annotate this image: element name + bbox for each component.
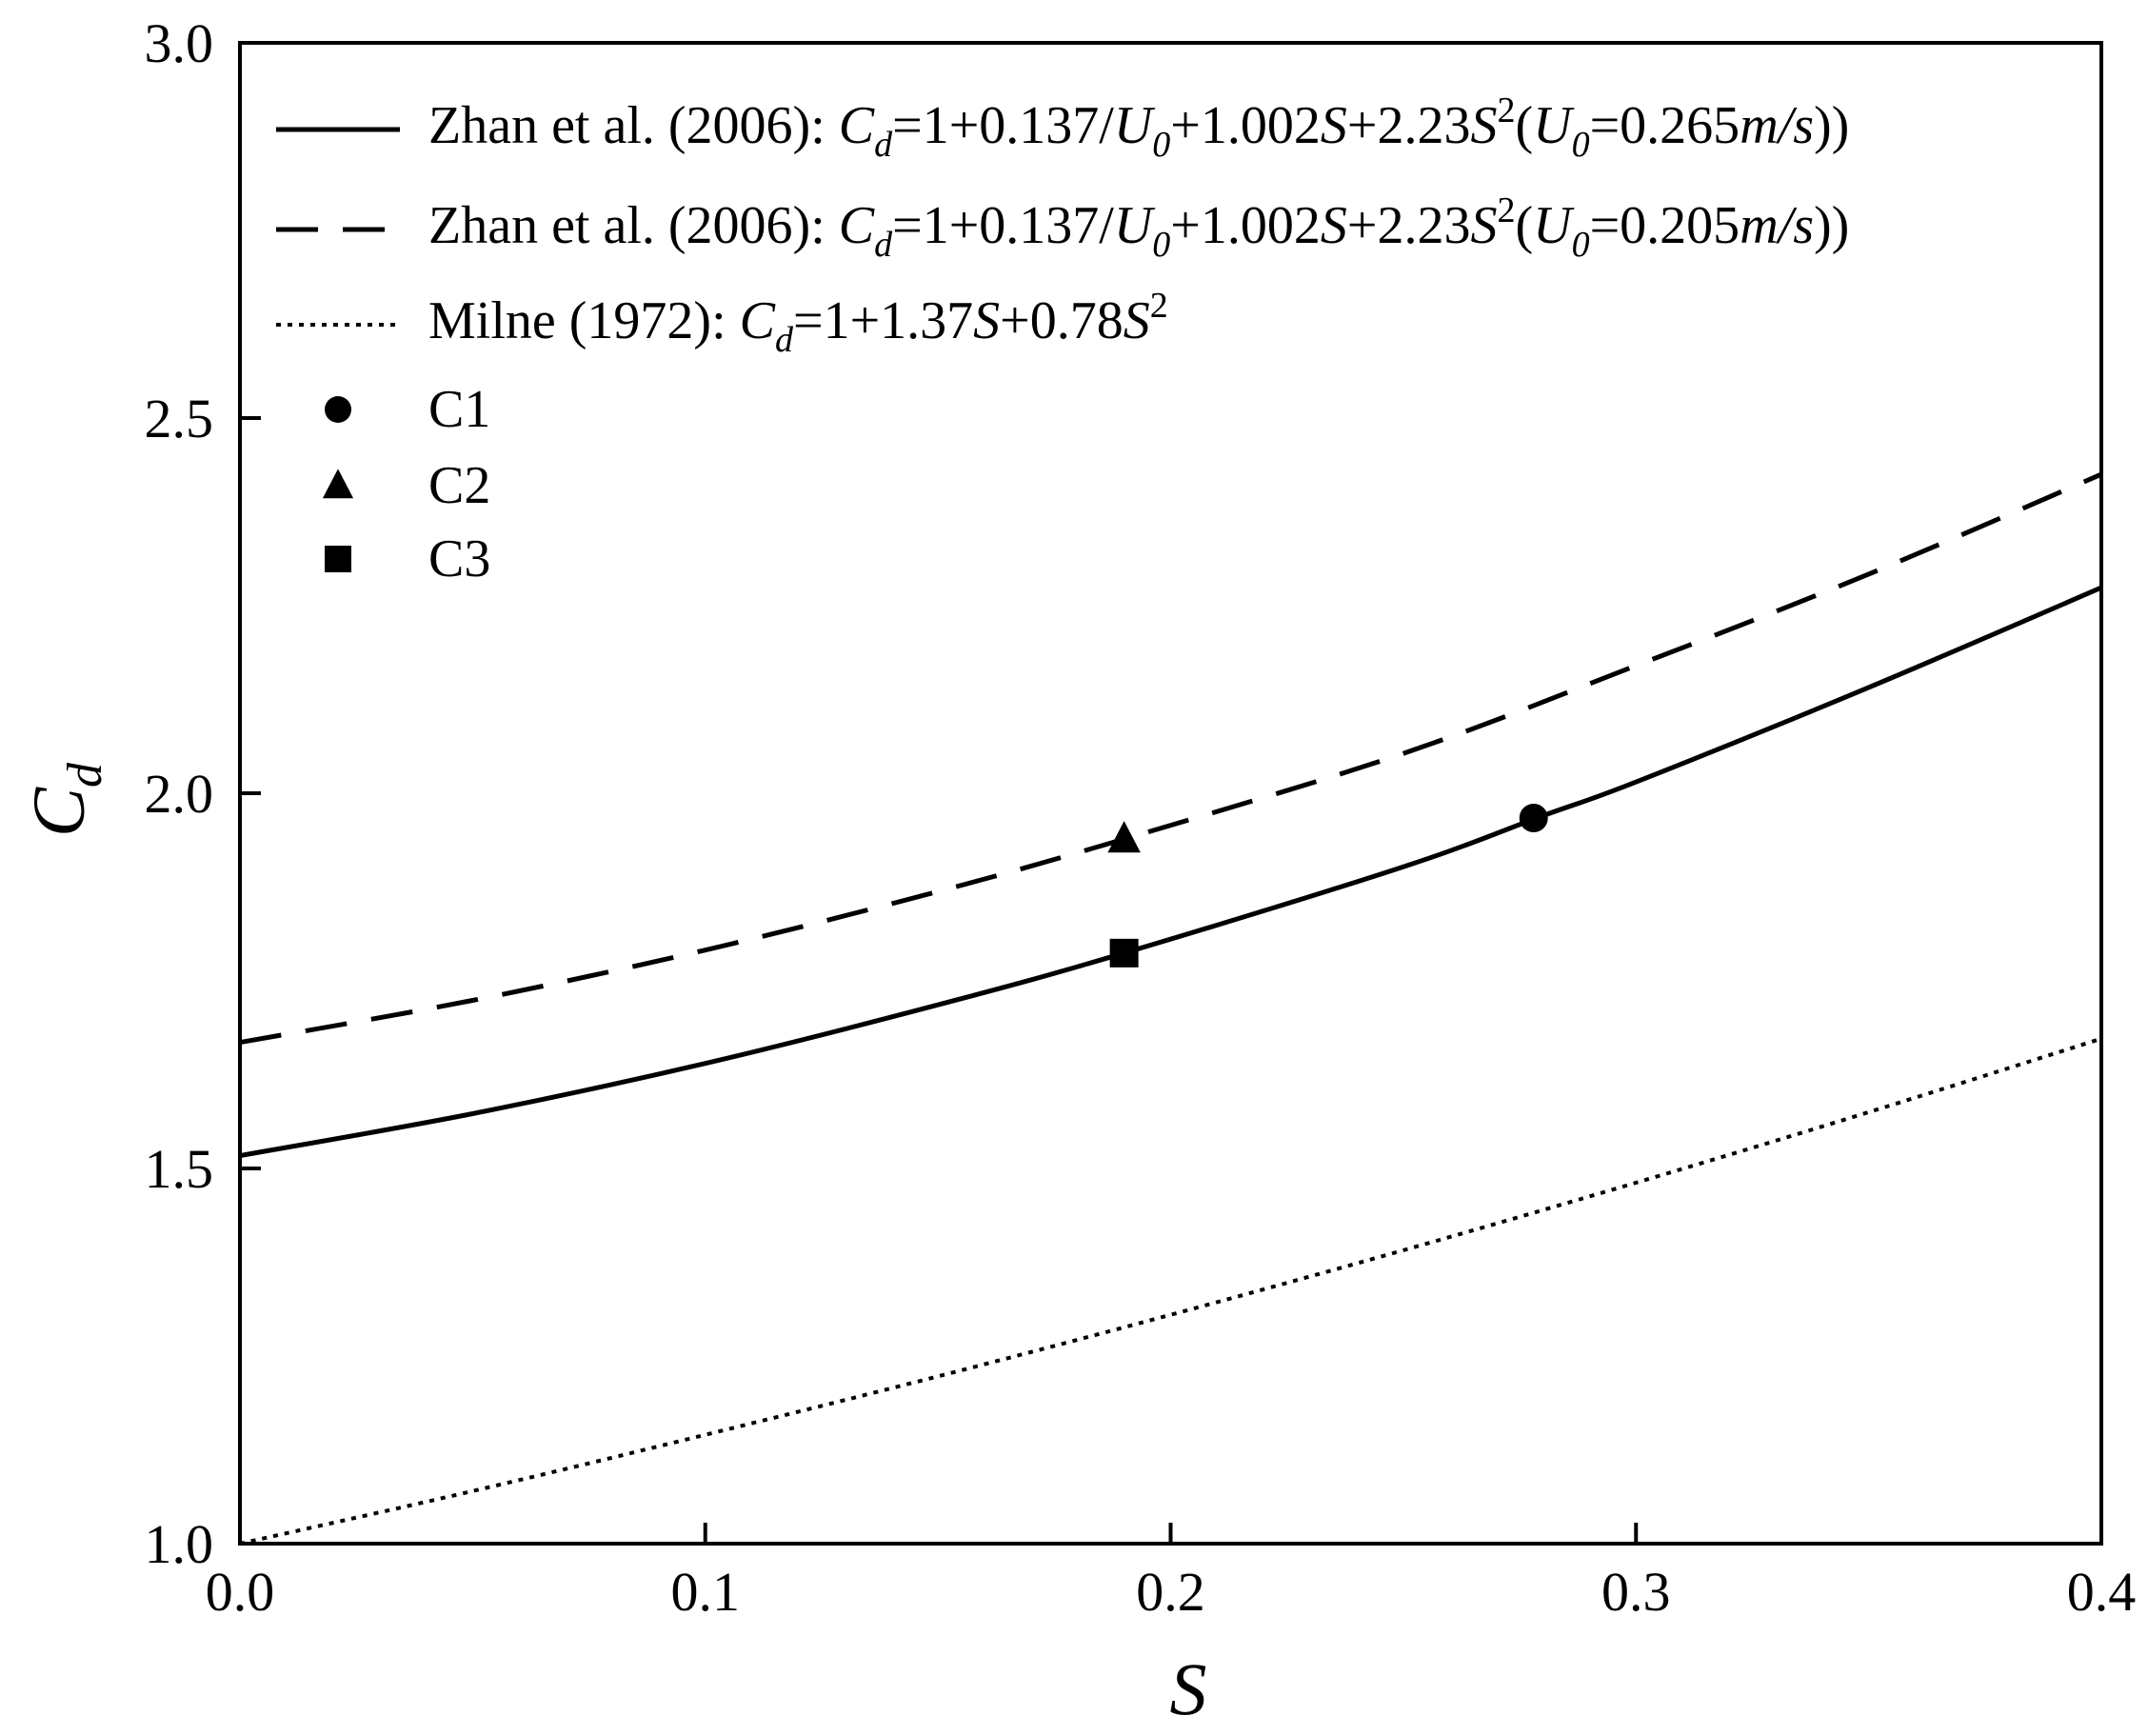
- legend-formula-part: 0: [1572, 125, 1590, 165]
- y-tick-label: 2.0: [145, 763, 214, 825]
- data-point-c3: [1109, 938, 1139, 968]
- legend-formula-part: (: [1515, 196, 1533, 255]
- legend-formula-part: =1+1.37: [793, 291, 973, 350]
- legend-formula-part: +2.23: [1347, 196, 1471, 255]
- series-layer: [239, 471, 2102, 1546]
- legend-label-c1: C1: [428, 380, 490, 439]
- legend-formula-part: =0.205: [1590, 196, 1740, 255]
- legend-formula-part: 2: [1497, 90, 1515, 130]
- x-tick-label: 0.2: [1136, 1561, 1205, 1623]
- y-axis-title-sub: d: [58, 762, 112, 788]
- legend-formula-part: =0.265: [1590, 96, 1740, 155]
- legend-formula-part: S: [1124, 291, 1150, 350]
- series-line-dashed: [239, 471, 2102, 1046]
- x-axis-title: S: [1170, 1647, 1207, 1730]
- legend-formula-part: 0: [1572, 225, 1590, 265]
- legend-formula-part: 0: [1152, 125, 1170, 165]
- legend-formula-part: C: [839, 196, 875, 255]
- legend-formula-part: S: [973, 291, 1000, 350]
- x-tick-label: 0.1: [671, 1561, 741, 1623]
- legend-formula-part: U: [1533, 96, 1575, 155]
- legend-marker-c2: [322, 469, 354, 499]
- y-tick-label: 1.5: [145, 1138, 214, 1200]
- legend-formula-part: 0: [1152, 225, 1170, 265]
- legend-formula-part: S: [1321, 96, 1347, 155]
- y-axis-title-main: C: [17, 787, 100, 837]
- y-tick-label: 2.5: [145, 388, 214, 449]
- legend-formula-part: U: [1114, 96, 1156, 155]
- y-tick-label: 1.0: [145, 1513, 214, 1575]
- legend-formula-part: S: [1321, 196, 1347, 255]
- points-layer: [1107, 804, 1548, 968]
- x-axis: 0.0 0.1 0.2 0.3 0.4: [206, 1523, 2137, 1623]
- data-point-c2: [1107, 821, 1141, 853]
- legend-marker-c3: [325, 546, 351, 572]
- legend-formula-part: d: [775, 320, 794, 360]
- legend-entry-source: Zhan et al. (2006):: [428, 196, 839, 255]
- legend-formula-part: +1.002: [1170, 96, 1321, 155]
- legend: Zhan et al. (2006): Cd=1+0.137/U0+1.002S…: [276, 90, 1849, 589]
- legend-entry-source: Milne (1972):: [428, 291, 740, 350]
- series-line-solid: [239, 585, 2102, 1159]
- x-tick-label: 0.4: [2067, 1561, 2137, 1623]
- legend-formula-part: +0.78: [1000, 291, 1124, 350]
- y-axis-title: Cd: [17, 762, 112, 837]
- legend-formula-part: C: [839, 96, 875, 155]
- legend-label-c2: C2: [428, 456, 490, 515]
- x-tick-label: 0.3: [1601, 1561, 1671, 1623]
- legend-formula-part: C: [740, 291, 776, 350]
- legend-formula-part: (: [1515, 96, 1533, 155]
- legend-formula-part: m/s: [1740, 96, 1814, 155]
- legend-formula-part: )): [1814, 96, 1849, 155]
- legend-formula-part: 2: [1150, 286, 1168, 326]
- legend-marker-c1: [325, 396, 351, 423]
- legend-entry: Zhan et al. (2006): Cd=1+0.137/U0+1.002S…: [428, 90, 1849, 165]
- legend-formula-part: S: [1470, 196, 1497, 255]
- x-tick-label: 0.0: [206, 1561, 275, 1623]
- y-axis: 1.0 1.5 2.0 2.5 3.0: [145, 12, 261, 1575]
- legend-label-c3: C3: [428, 529, 490, 589]
- legend-entry: Zhan et al. (2006): Cd=1+0.137/U0+1.002S…: [428, 190, 1849, 265]
- y-tick-label: 3.0: [145, 12, 214, 74]
- legend-formula-part: d: [874, 125, 893, 165]
- legend-formula-part: m/s: [1740, 196, 1814, 255]
- legend-formula-part: =1+0.137/: [892, 196, 1114, 255]
- legend-formula-part: d: [874, 225, 893, 265]
- legend-entry: Milne (1972): Cd=1+1.37S+0.78S2: [428, 286, 1168, 360]
- legend-formula-part: U: [1114, 196, 1156, 255]
- legend-formula-part: U: [1533, 196, 1575, 255]
- legend-formula-part: =1+0.137/: [892, 96, 1114, 155]
- legend-formula-part: S: [1470, 96, 1497, 155]
- legend-formula-part: )): [1814, 196, 1849, 255]
- legend-formula-part: +1.002: [1170, 196, 1321, 255]
- legend-formula-part: 2: [1497, 190, 1515, 230]
- data-point-c1: [1519, 804, 1548, 833]
- legend-entry-source: Zhan et al. (2006):: [428, 96, 839, 155]
- legend-formula-part: +2.23: [1347, 96, 1471, 155]
